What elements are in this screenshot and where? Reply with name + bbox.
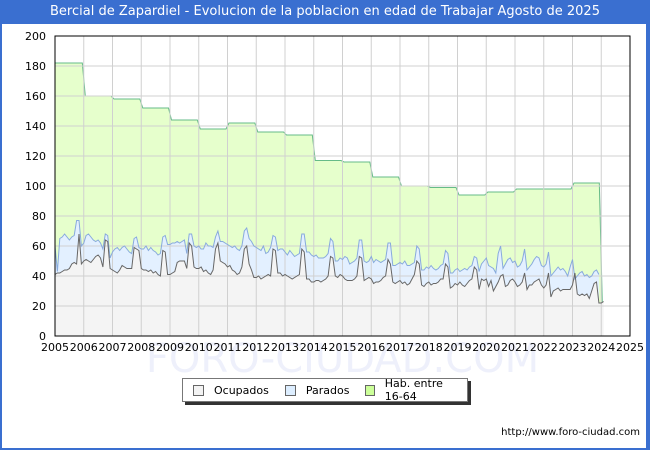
x-tick-label: 2018	[415, 341, 443, 354]
legend-item-ocupados: Ocupados	[193, 384, 269, 397]
y-tick-label: 140	[25, 120, 46, 133]
y-tick-label: 0	[39, 330, 46, 343]
y-tick-label: 120	[25, 150, 46, 163]
x-tick-label: 2006	[70, 341, 98, 354]
legend-swatch-ocupados	[193, 384, 204, 396]
legend-label: Hab. entre 16-64	[384, 377, 443, 403]
y-tick-label: 100	[25, 180, 46, 193]
chart-legend: Ocupados Parados Hab. entre 16-64	[182, 377, 468, 403]
x-tick-label: 2014	[300, 341, 328, 354]
x-tick-label: 2015	[329, 341, 357, 354]
legend-label: Ocupados	[214, 383, 269, 397]
x-tick-label: 2013	[271, 341, 299, 354]
y-tick-label: 160	[25, 90, 46, 103]
x-tick-label: 2009	[156, 341, 184, 354]
x-tick-label: 2008	[127, 341, 155, 354]
x-tick-label: 2024	[587, 341, 615, 354]
y-tick-label: 40	[32, 270, 46, 283]
x-tick-label: 2020	[472, 341, 500, 354]
legend-item-habitantes: Hab. entre 16-64	[365, 377, 461, 403]
y-tick-label: 180	[25, 60, 46, 73]
x-tick-label: 2010	[185, 341, 213, 354]
x-tick-label: 2025	[616, 341, 644, 354]
x-tick-label: 2017	[386, 341, 414, 354]
x-tick-label: 2011	[214, 341, 242, 354]
legend-swatch-habitantes	[365, 384, 375, 396]
x-tick-label: 2023	[559, 341, 587, 354]
parados-line	[54, 220, 600, 281]
x-tick-label: 2007	[99, 341, 127, 354]
legend-swatch-parados	[284, 384, 296, 396]
y-tick-label: 60	[32, 240, 46, 253]
x-tick-label: 2022	[530, 341, 558, 354]
x-tick-label: 2021	[501, 341, 529, 354]
y-tick-label: 200	[25, 30, 46, 43]
plot-border	[54, 35, 631, 337]
ocupados-line	[54, 233, 604, 304]
x-tick-label: 2005	[41, 341, 69, 354]
source-credit: http://www.foro-ciudad.com	[501, 427, 640, 438]
x-tick-label: 2016	[357, 341, 385, 354]
ocupados-area	[55, 234, 604, 336]
y-tick-label: 80	[32, 210, 46, 223]
watermark: FORO-CIUDAD.COM	[146, 336, 539, 382]
legend-label: Parados	[305, 383, 350, 397]
x-tick-label: 2019	[444, 341, 472, 354]
chart-title: Bercial de Zapardiel - Evolucion de la p…	[50, 4, 600, 19]
y-tick-label: 20	[32, 300, 46, 313]
x-tick-label: 2012	[242, 341, 270, 354]
legend-item-parados: Parados	[284, 383, 350, 397]
